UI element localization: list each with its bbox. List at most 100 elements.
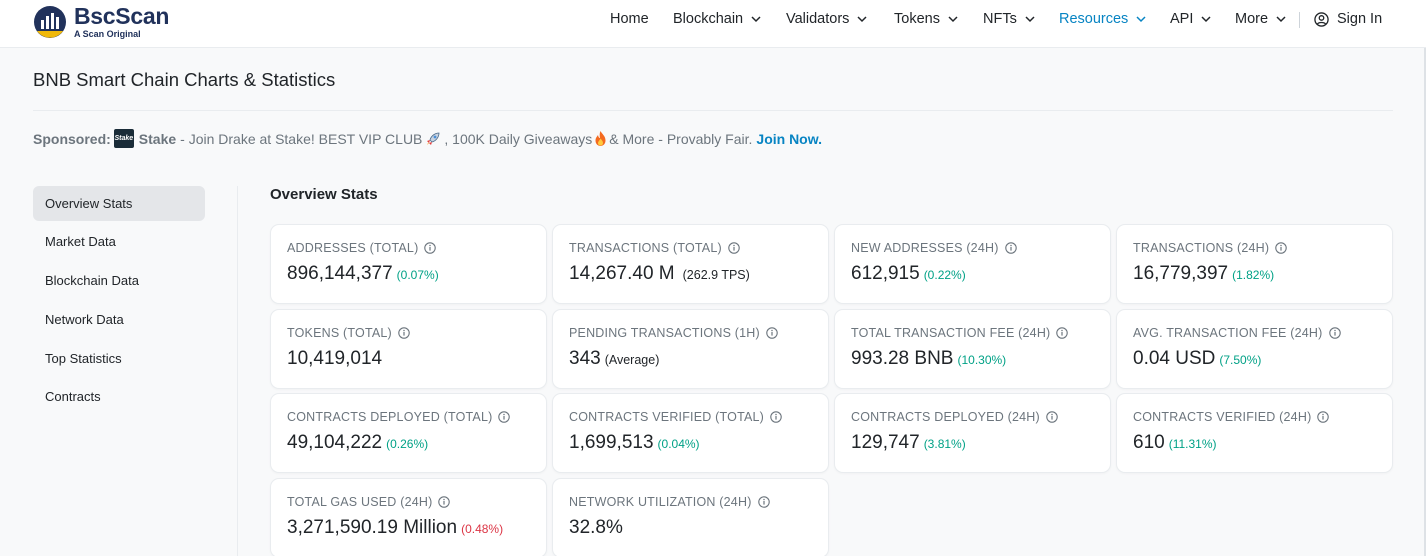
rocket-icon [427,132,440,145]
stat-delta: (1.82%) [1232,268,1275,282]
sponsored-banner: Sponsored: Stake Stake - Join Drake at S… [33,129,822,148]
join-now-link[interactable]: Join Now. [756,130,822,147]
stat-value: 129,747 [851,432,920,453]
info-icon[interactable] [398,327,410,339]
stake-logo[interactable]: Stake [113,129,134,148]
stat-card-network-utilization: NETWORK UTILIZATION (24H) 32.8% [552,478,829,556]
info-icon[interactable] [1004,242,1017,254]
stat-note: (262.9 TPS) [682,268,750,282]
sidebar-item-label: Market Data [45,234,116,249]
stat-card-contracts-deployed-total: CONTRACTS DEPLOYED (TOTAL) 49,104,222 (0.… [270,393,547,473]
stat-delta: (0.22%) [923,268,966,282]
info-icon[interactable] [770,411,782,423]
logo-tagline: A Scan Original [74,29,141,39]
nav-blockchain[interactable]: Blockchain [673,11,761,27]
info-icon[interactable] [757,496,770,508]
info-icon[interactable] [1275,242,1288,254]
nav-api[interactable]: API [1170,11,1211,27]
stat-value: 0.04 USD [1133,348,1216,369]
stat-value: 610 [1133,432,1165,453]
nav-divider [1299,12,1300,28]
stat-value: 14,267.40 M [569,263,675,284]
sidebar-item-blockchain-data[interactable]: Blockchain Data [33,263,205,298]
stat-value: 896,144,377 [287,263,393,284]
chevron-down-icon [857,15,867,22]
stat-card-addresses-total: ADDRESSES (TOTAL) 896,144,377 (0.07%) [270,224,547,304]
stat-delta: (11.31%) [1168,437,1217,451]
sponsored-text-1: - Join Drake at Stake! BEST VIP CLUB [180,130,423,147]
stat-value: 32.8% [569,517,623,538]
sidebar-item-network-data[interactable]: Network Data [33,302,205,337]
chevron-down-icon [1201,15,1211,22]
stat-label: CONTRACTS DEPLOYED (TOTAL) [287,410,493,424]
stat-label: NEW ADDRESSES (24H) [851,241,999,255]
nav-home[interactable]: Home [610,11,649,27]
stat-value: 3,271,590.19 Million [287,517,458,538]
stat-delta: (3.81%) [923,437,966,451]
info-icon[interactable] [1046,411,1058,423]
stat-value: 1,699,513 [569,432,654,453]
nav-more[interactable]: More [1235,11,1286,27]
stat-card-contracts-deployed-24h: CONTRACTS DEPLOYED (24H) 129,747 (3.81%) [834,393,1111,473]
stat-value: 16,779,397 [1133,263,1229,284]
stat-value: 49,104,222 [287,432,383,453]
site-logo[interactable]: BscScan A Scan Original [33,2,169,42]
nav-blockchain-label: Blockchain [673,11,744,27]
sponsored-label: Sponsored: [33,130,111,147]
bscscan-logo-icon [34,6,66,38]
info-icon[interactable] [438,496,451,508]
info-icon[interactable] [424,242,437,254]
sidebar-item-contracts[interactable]: Contracts [33,379,205,414]
stat-card-total-gas-used: TOTAL GAS USED (24H) 3,271,590.19 Millio… [270,478,547,556]
stat-label: CONTRACTS DEPLOYED (24H) [851,410,1040,424]
info-icon[interactable] [728,242,740,254]
stat-delta: (7.50%) [1219,353,1262,367]
sidebar-item-label: Network Data [45,312,124,327]
nav-resources-label: Resources [1059,11,1129,27]
sidebar-item-market-data[interactable]: Market Data [33,224,205,259]
info-icon[interactable] [1328,327,1341,339]
stat-label: TRANSACTIONS (TOTAL) [569,241,722,255]
stat-card-tokens-total: TOKENS (TOTAL) 10,419,014 [270,309,547,389]
info-icon[interactable] [766,327,778,339]
sponsored-brand[interactable]: Stake [138,130,177,147]
nav-tokens[interactable]: Tokens [894,11,958,27]
info-icon[interactable] [498,411,511,423]
sidebar-item-label: Contracts [45,389,101,404]
sign-in-label: Sign In [1337,11,1383,27]
nav-validators[interactable]: Validators [786,11,867,27]
stat-card-transactions-24h: TRANSACTIONS (24H) 16,779,397 (1.82%) [1116,224,1393,304]
info-icon[interactable] [1317,411,1330,423]
chevron-down-icon [1025,15,1035,22]
stat-label: TOKENS (TOTAL) [287,326,392,340]
page-title: BNB Smart Chain Charts & Statistics [33,69,336,90]
nav-home-label: Home [610,11,649,27]
nav-validators-label: Validators [786,11,850,27]
sidebar-divider [237,186,238,556]
sidebar-item-label: Overview Stats [45,196,133,211]
stat-delta: (0.04%) [657,437,700,451]
stat-card-contracts-verified-24h: CONTRACTS VERIFIED (24H) 610 (11.31%) [1116,393,1393,473]
sidebar-item-top-statistics[interactable]: Top Statistics [33,341,205,376]
stat-label: TOTAL TRANSACTION FEE (24H) [851,326,1051,340]
sign-in-link[interactable]: Sign In [1314,11,1382,27]
nav-resources[interactable]: Resources [1059,11,1146,27]
page-scrollbar[interactable] [1424,48,1426,556]
stat-card-transactions-total: TRANSACTIONS (TOTAL) 14,267.40 M (262.9 T… [552,224,829,304]
stat-card-avg-transaction-fee: AVG. TRANSACTION FEE (24H) 0.04 USD (7.50… [1116,309,1393,389]
stake-logo-text: Stake [114,135,134,142]
info-icon[interactable] [1056,327,1069,339]
chevron-down-icon [1276,15,1286,22]
chevron-down-icon [1136,15,1146,22]
sidebar-item-label: Top Statistics [45,351,122,366]
stat-card-new-addresses-24h: NEW ADDRESSES (24H) 612,915 (0.22%) [834,224,1111,304]
stat-label: TRANSACTIONS (24H) [1133,241,1270,255]
stat-label: NETWORK UTILIZATION (24H) [569,495,752,509]
nav-nfts[interactable]: NFTs [983,11,1035,27]
sidebar-item-overview-stats[interactable]: Overview Stats [33,186,205,221]
user-circle-icon [1314,11,1329,27]
stat-value: 10,419,014 [287,348,383,369]
logo-name: BscScan [74,3,170,29]
stat-note: (Average) [604,353,660,367]
stat-label: TOTAL GAS USED (24H) [287,495,433,509]
